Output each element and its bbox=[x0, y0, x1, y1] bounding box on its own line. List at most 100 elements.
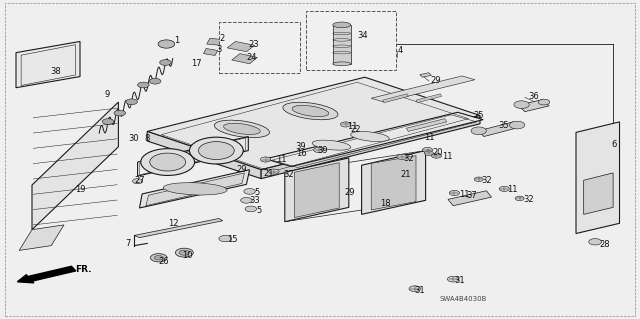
Polygon shape bbox=[227, 41, 255, 52]
Polygon shape bbox=[448, 191, 492, 206]
Text: 4: 4 bbox=[398, 46, 403, 55]
Circle shape bbox=[514, 101, 529, 108]
Text: 26: 26 bbox=[159, 257, 170, 266]
Circle shape bbox=[138, 82, 149, 88]
Polygon shape bbox=[576, 122, 620, 234]
Text: 22: 22 bbox=[351, 125, 361, 134]
Polygon shape bbox=[306, 11, 396, 70]
Circle shape bbox=[447, 276, 459, 282]
Text: 38: 38 bbox=[50, 67, 61, 76]
Text: 7: 7 bbox=[125, 239, 130, 248]
Circle shape bbox=[244, 189, 255, 194]
Polygon shape bbox=[362, 151, 426, 214]
Polygon shape bbox=[383, 94, 408, 103]
Text: 1: 1 bbox=[174, 36, 179, 45]
Polygon shape bbox=[266, 112, 483, 167]
Circle shape bbox=[150, 153, 186, 171]
Circle shape bbox=[175, 248, 193, 257]
Polygon shape bbox=[294, 163, 339, 218]
Text: 27: 27 bbox=[134, 176, 145, 185]
Circle shape bbox=[269, 169, 279, 174]
Polygon shape bbox=[140, 170, 250, 208]
Text: 29: 29 bbox=[237, 165, 247, 174]
Circle shape bbox=[141, 149, 195, 175]
Polygon shape bbox=[16, 41, 80, 88]
Ellipse shape bbox=[141, 157, 195, 167]
Text: 30: 30 bbox=[128, 134, 139, 143]
Text: 37: 37 bbox=[466, 191, 477, 200]
Circle shape bbox=[114, 110, 125, 116]
Text: 39: 39 bbox=[296, 142, 307, 151]
Ellipse shape bbox=[189, 145, 243, 156]
Polygon shape bbox=[147, 131, 261, 179]
Text: 11: 11 bbox=[507, 185, 517, 194]
Circle shape bbox=[126, 99, 138, 105]
Circle shape bbox=[449, 190, 460, 196]
Polygon shape bbox=[371, 156, 416, 210]
Polygon shape bbox=[333, 25, 351, 64]
Text: 32: 32 bbox=[403, 154, 414, 163]
Ellipse shape bbox=[223, 123, 260, 134]
Circle shape bbox=[409, 286, 420, 292]
Text: 5: 5 bbox=[256, 206, 261, 215]
Text: 24: 24 bbox=[246, 53, 257, 62]
Circle shape bbox=[260, 157, 271, 162]
Circle shape bbox=[102, 119, 114, 124]
Text: 29: 29 bbox=[430, 76, 440, 85]
Circle shape bbox=[431, 153, 442, 158]
Circle shape bbox=[154, 256, 163, 260]
Polygon shape bbox=[479, 122, 518, 137]
Circle shape bbox=[132, 179, 143, 184]
Text: 9: 9 bbox=[104, 90, 109, 99]
FancyArrow shape bbox=[17, 266, 76, 283]
Polygon shape bbox=[204, 48, 218, 56]
Text: 11: 11 bbox=[460, 190, 470, 199]
Circle shape bbox=[160, 60, 172, 65]
Text: 3: 3 bbox=[216, 45, 221, 54]
Text: 32: 32 bbox=[481, 176, 492, 185]
Text: 5: 5 bbox=[255, 189, 260, 197]
Text: 20: 20 bbox=[432, 148, 442, 157]
Polygon shape bbox=[146, 173, 244, 206]
Ellipse shape bbox=[312, 140, 351, 150]
Text: 39: 39 bbox=[317, 146, 328, 155]
Polygon shape bbox=[420, 73, 431, 77]
Circle shape bbox=[150, 254, 167, 262]
Circle shape bbox=[509, 121, 525, 129]
Text: 32: 32 bbox=[284, 170, 294, 179]
Circle shape bbox=[515, 196, 524, 201]
Ellipse shape bbox=[333, 62, 351, 66]
Text: 23: 23 bbox=[248, 40, 259, 48]
Polygon shape bbox=[207, 38, 223, 45]
Polygon shape bbox=[232, 54, 257, 64]
Text: 31: 31 bbox=[415, 286, 426, 295]
Text: 21: 21 bbox=[264, 169, 274, 178]
Circle shape bbox=[198, 142, 234, 160]
Circle shape bbox=[314, 147, 324, 152]
Circle shape bbox=[589, 239, 602, 245]
Text: 34: 34 bbox=[357, 31, 368, 40]
Text: 29: 29 bbox=[344, 188, 355, 197]
Text: 19: 19 bbox=[76, 185, 86, 194]
Polygon shape bbox=[371, 76, 475, 102]
Text: 15: 15 bbox=[227, 235, 237, 244]
Text: 35: 35 bbox=[498, 121, 509, 130]
Circle shape bbox=[158, 40, 175, 48]
Text: SWA4B4030B: SWA4B4030B bbox=[440, 296, 487, 302]
Text: 11: 11 bbox=[276, 155, 287, 164]
Polygon shape bbox=[224, 40, 238, 47]
Polygon shape bbox=[584, 173, 613, 214]
Circle shape bbox=[424, 151, 433, 155]
Text: 11: 11 bbox=[424, 133, 435, 142]
Polygon shape bbox=[285, 158, 349, 222]
Ellipse shape bbox=[283, 102, 338, 120]
Circle shape bbox=[340, 122, 351, 127]
Circle shape bbox=[474, 177, 483, 182]
Circle shape bbox=[149, 78, 161, 84]
Circle shape bbox=[241, 197, 252, 203]
Circle shape bbox=[538, 99, 550, 105]
Text: 36: 36 bbox=[528, 92, 539, 101]
Circle shape bbox=[179, 250, 189, 255]
Polygon shape bbox=[19, 225, 64, 250]
Text: 17: 17 bbox=[191, 59, 202, 68]
